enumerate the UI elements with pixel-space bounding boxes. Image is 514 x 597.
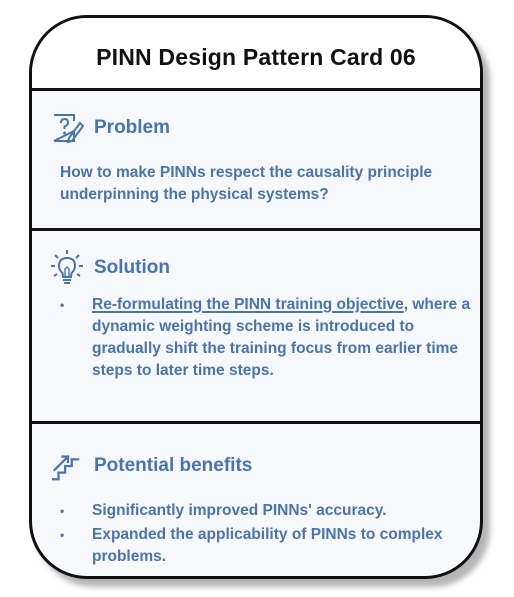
title-divider	[32, 88, 480, 91]
benefit-bullet: Expanded the applicability of PINNs to c…	[60, 524, 465, 568]
benefits-header: Potential benefits	[50, 446, 252, 486]
benefits-heading: Potential benefits	[94, 455, 253, 476]
lightbulb-icon	[50, 250, 84, 285]
solution-divider	[32, 421, 480, 424]
question-note-icon	[50, 111, 84, 145]
solution-link[interactable]: Re-formulating the PINN training objecti…	[92, 296, 404, 313]
solution-bullet: Re-formulating the PINN training objecti…	[60, 294, 475, 382]
benefits-bullet-list: Significantly improved PINNs' accuracy. …	[60, 500, 465, 568]
benefit-bullet: Significantly improved PINNs' accuracy.	[60, 500, 465, 522]
problem-heading: Problem	[94, 117, 171, 138]
solution-heading: Solution	[94, 257, 170, 278]
stairs-arrow-icon	[50, 449, 84, 483]
title-area: PINN Design Pattern Card 06	[32, 18, 480, 88]
problem-header: Problem	[50, 108, 170, 148]
solution-body: Re-formulating the PINN training objecti…	[60, 294, 475, 384]
solution-bullet-text: , where a dynamic weighting scheme is in…	[92, 296, 471, 379]
card-title: PINN Design Pattern Card 06	[96, 44, 416, 70]
solution-header: Solution	[50, 248, 170, 288]
problem-divider	[32, 228, 480, 231]
solution-bullet-list: Re-formulating the PINN training objecti…	[60, 294, 475, 382]
problem-text: How to make PINNs respect the causality …	[60, 164, 433, 203]
benefits-body: Significantly improved PINNs' accuracy. …	[60, 500, 465, 570]
design-pattern-card: PINN Design Pattern Card 06 Problem How …	[29, 15, 483, 579]
